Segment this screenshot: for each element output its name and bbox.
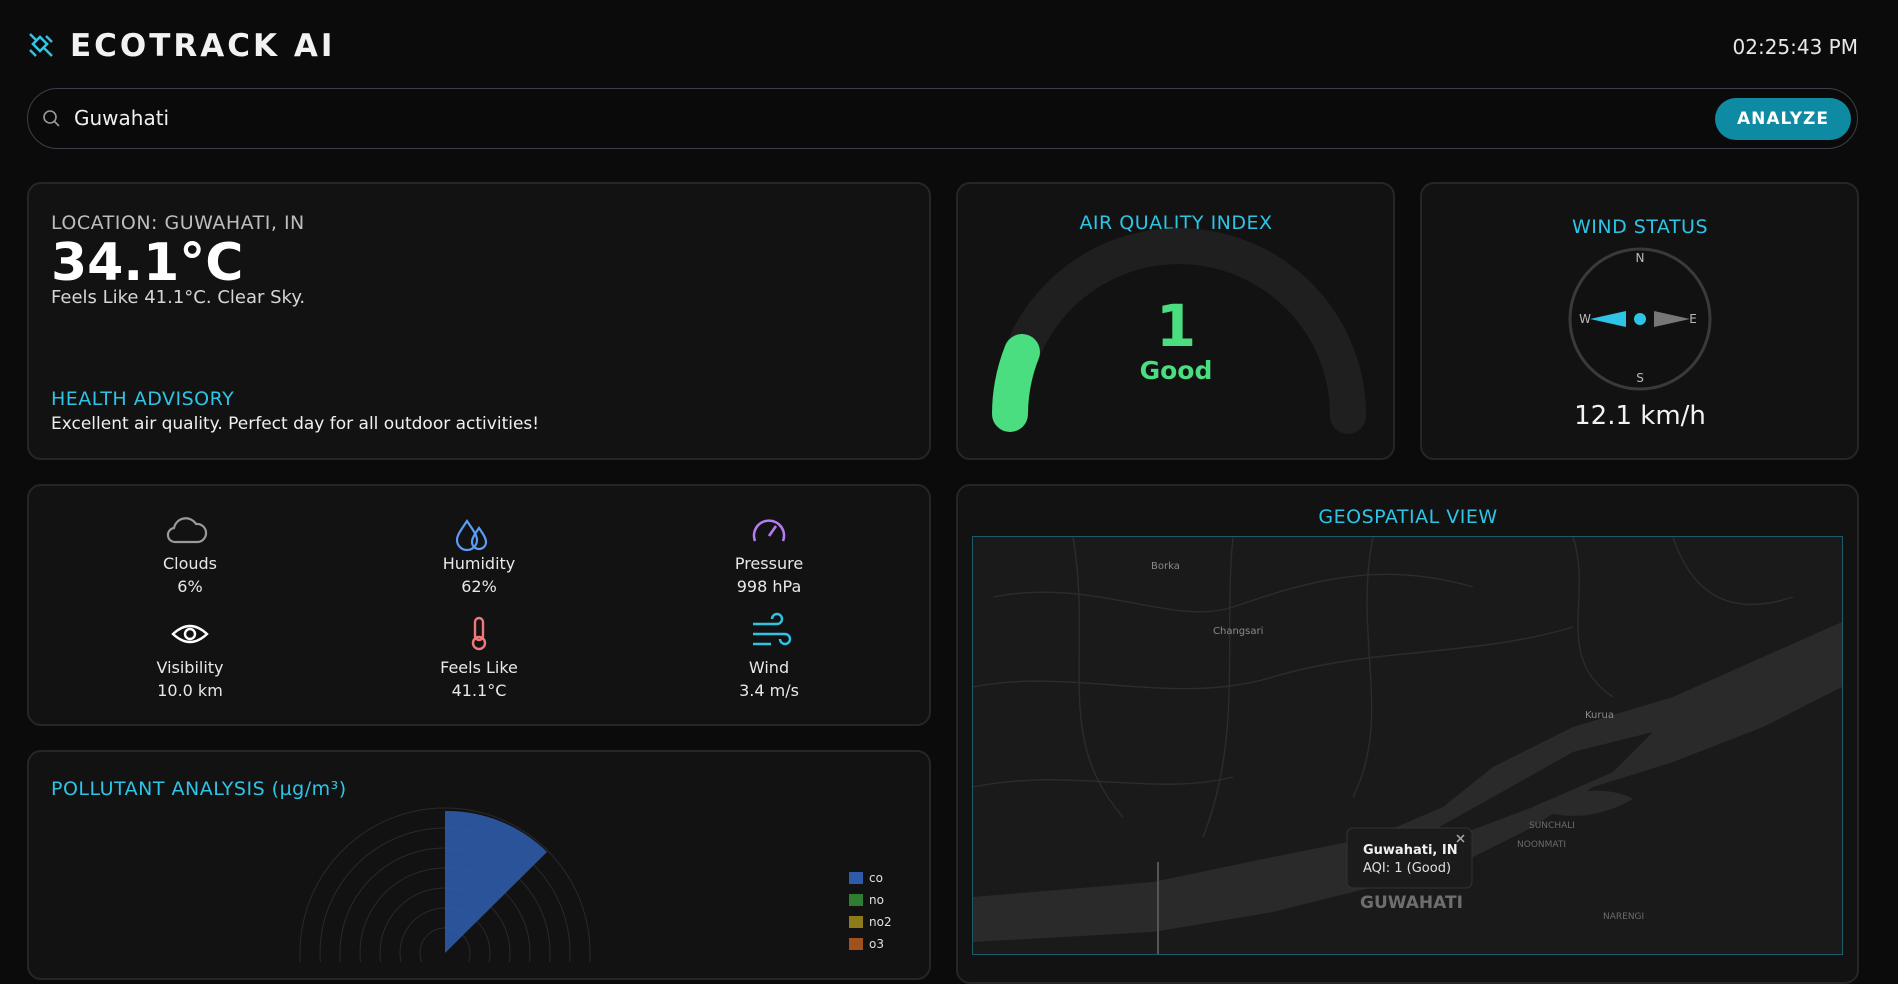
place-label: NOONMATI [1517, 840, 1566, 850]
metric-label: Humidity [442, 554, 516, 573]
metric-value: 998 hPa [736, 577, 802, 596]
location: LOCATION: GUWAHATI, IN [51, 212, 305, 234]
weather-summary: Feels Like 41.1°C. Clear Sky. [51, 287, 306, 308]
legend-label: no2 [869, 915, 892, 929]
compass-e: E [1689, 312, 1697, 326]
aqi-value: 1 [1155, 292, 1197, 360]
place-label: Kurua [1585, 710, 1614, 721]
wind-card: WIND STATUS N E S W 12.1 km/h [1420, 182, 1859, 460]
metric-value: 10.0 km [157, 681, 223, 700]
place-label: Borka [1151, 561, 1180, 572]
metric-label: Wind [748, 658, 790, 677]
aqi-label: Good [1139, 356, 1213, 385]
advisory-title: HEALTH ADVISORY [51, 388, 235, 410]
page: {"header": {"title": "ECOTRACK AI", "tim… [27, 28, 1859, 984]
wind-speed: 12.1 km/h [1574, 401, 1706, 431]
app-title: ECOTRACK AI [70, 28, 336, 64]
wind-title: WIND STATUS [1571, 216, 1709, 238]
map-popup [1346, 827, 1473, 889]
place-label: Changsari [1213, 626, 1263, 637]
compass-n: N [1636, 251, 1645, 265]
metric-icons [166, 517, 792, 651]
metric-value: 41.1°C [451, 681, 507, 700]
metric-value: 3.4 m/s [739, 681, 799, 700]
pollutant-card: POLLUTANT ANALYSIS (µg/m³) co no no2 o3 [27, 750, 931, 980]
compass-s: S [1636, 371, 1644, 385]
legend-label: co [869, 871, 883, 885]
metric-value: 62% [461, 577, 497, 596]
aqi-card: AIR QUALITY INDEX 1 Good [956, 182, 1395, 460]
popup-title: Guwahati, IN [1363, 843, 1458, 858]
weather-card: LOCATION: GUWAHATI, IN 34.1°C Feels Like… [27, 182, 931, 460]
aqi-title: AIR QUALITY INDEX [1079, 212, 1273, 234]
search-bar[interactable]: Guwahati ANALYZE [27, 88, 1858, 149]
geo-title: GEOSPATIAL VIEW [1318, 506, 1498, 528]
metric-label: Feels Like [440, 658, 518, 677]
metric-label: Clouds [162, 554, 218, 573]
logo-icon [29, 33, 53, 57]
advisory-text: Excellent air quality. Perfect day for a… [51, 414, 540, 434]
metric-label: Pressure [734, 554, 804, 573]
legend-swatch [849, 916, 863, 928]
compass-w: W [1579, 312, 1591, 326]
search-query[interactable]: Guwahati [74, 106, 170, 130]
legend-swatch [849, 872, 863, 884]
polar-chart: co no no2 o3 [299, 807, 892, 962]
compass: N E S W [1568, 247, 1712, 391]
pollutant-title: POLLUTANT ANALYSIS (µg/m³) [51, 778, 347, 800]
place-label: NARENGI [1603, 912, 1644, 922]
aqi-gauge [992, 228, 1367, 434]
metric-label: Visibility [156, 658, 224, 677]
popup-text: AQI: 1 (Good) [1363, 861, 1451, 876]
popup-close[interactable] [1456, 834, 1465, 843]
legend-swatch [849, 938, 863, 950]
metrics-card: Clouds 6% Humidity 62% Pressure 998 hPa … [27, 484, 931, 726]
clock: 02:25:43 PM [1732, 35, 1859, 59]
analyze-button[interactable]: ANALYZE [1715, 98, 1851, 140]
place-label: GUWAHATI [1360, 893, 1463, 913]
place-label: SUNCHALI [1529, 821, 1575, 831]
legend-label: no [869, 893, 884, 907]
metric-value: 6% [177, 577, 203, 596]
map[interactable]: Borka Changsari Kurua SUNCHALI NOONMATI … [972, 536, 1843, 955]
legend-swatch [849, 894, 863, 906]
temperature: 34.1°C [51, 233, 244, 293]
legend-label: o3 [869, 937, 884, 951]
search-icon [43, 110, 60, 127]
